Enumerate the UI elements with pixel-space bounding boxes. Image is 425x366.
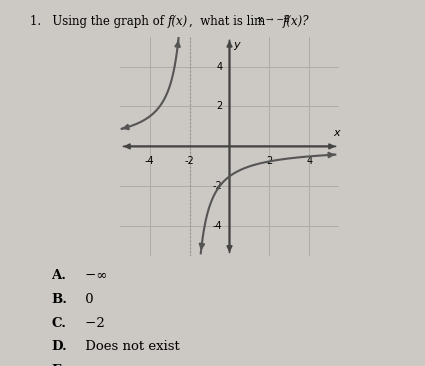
Text: 2: 2	[216, 101, 223, 112]
Text: 4: 4	[306, 156, 312, 167]
Text: D.: D.	[51, 340, 67, 354]
Text: x: x	[333, 128, 340, 138]
Text: 2: 2	[266, 156, 272, 167]
Text: Does not exist: Does not exist	[81, 340, 179, 354]
Text: −2: −2	[81, 317, 105, 330]
Text: ,  what is lim: , what is lim	[189, 15, 265, 28]
Text: 1.   Using the graph of: 1. Using the graph of	[30, 15, 167, 28]
Text: -2: -2	[213, 181, 223, 191]
Text: -4: -4	[213, 221, 223, 231]
Text: ∞: ∞	[81, 364, 96, 366]
Text: B.: B.	[51, 293, 67, 306]
Text: -2: -2	[185, 156, 195, 167]
Text: f(x): f(x)	[168, 15, 188, 28]
Text: −∞: −∞	[81, 269, 107, 282]
Text: A.: A.	[51, 269, 66, 282]
Text: 0: 0	[81, 293, 94, 306]
Text: E.: E.	[51, 364, 66, 366]
Text: x → −2: x → −2	[258, 15, 290, 24]
Text: f(x)?: f(x)?	[283, 15, 309, 28]
Text: -4: -4	[145, 156, 154, 167]
Text: y: y	[233, 40, 240, 50]
Text: 4: 4	[216, 61, 223, 71]
Text: C.: C.	[51, 317, 66, 330]
